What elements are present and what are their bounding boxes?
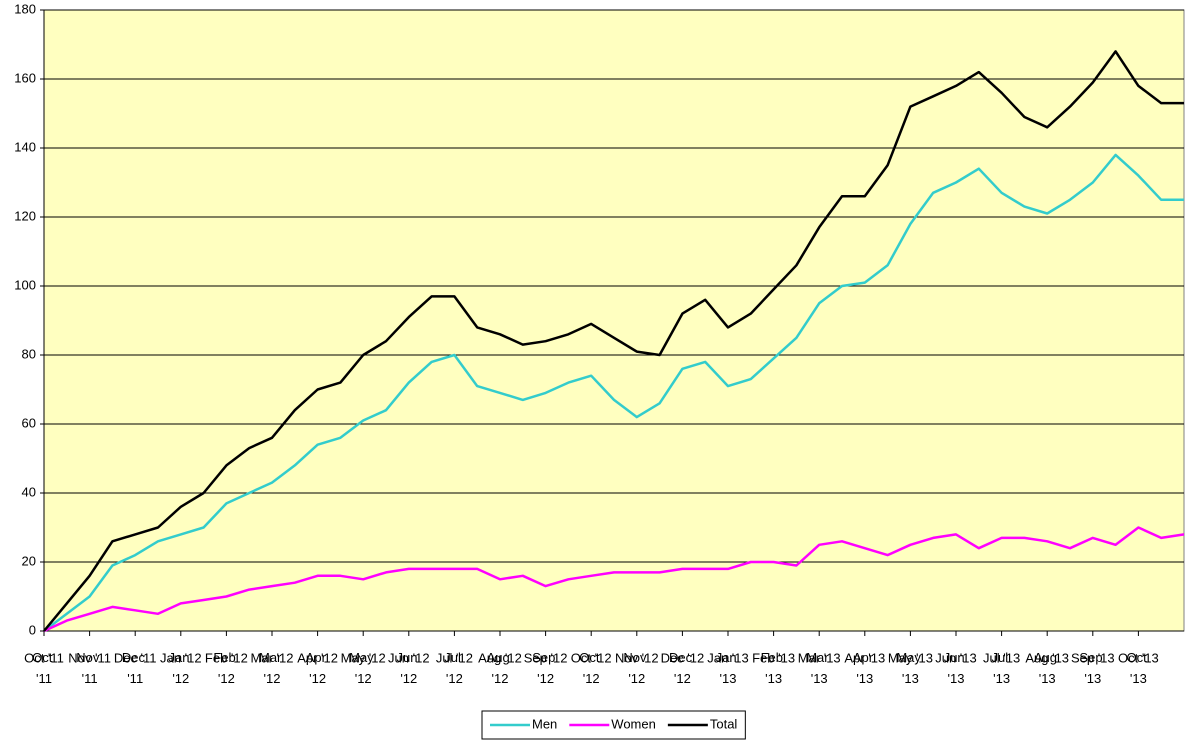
x-tick-label: May '13May '13 — [888, 650, 933, 686]
series-line — [43, 50, 1184, 632]
x-tick-label: Oct '13Oct '13 — [1118, 650, 1159, 686]
x-tick-label: Jan '12Jan '12 — [160, 650, 202, 686]
x-tick-label: Feb '13Feb '13 — [752, 650, 795, 686]
x-tick-label: Jun '13Jun '13 — [935, 650, 977, 686]
x-tick-label: Jan '13Jan '13 — [707, 650, 749, 686]
x-tick-label: Aug '12Aug '12 — [478, 650, 522, 686]
legend-label: Women — [611, 716, 656, 731]
legend-label: Men — [532, 716, 557, 731]
y-tick-label: 100 — [14, 277, 36, 292]
y-tick-label: 60 — [22, 415, 36, 430]
x-tick-label: Jun '12Jun '12 — [388, 650, 430, 686]
y-tick-label: 40 — [22, 484, 36, 499]
series-line — [43, 153, 1184, 632]
x-tick-label: Dec '11Dec '11 — [114, 650, 157, 686]
y-tick-label: 120 — [14, 208, 36, 223]
x-tick-label: Nov '12Nov '12 — [615, 650, 659, 686]
x-tick-label: Dec '12Dec '12 — [661, 650, 705, 686]
x-tick-label: Oct '11Oct '11 — [24, 650, 64, 686]
x-tick-label: Sep '12Sep '12 — [524, 650, 568, 686]
legend: Men Women Total — [481, 710, 746, 740]
y-tick-label: 180 — [14, 1, 36, 16]
x-tick-label: Oct '12Oct '12 — [571, 650, 612, 686]
y-tick-label: 80 — [22, 346, 36, 361]
series-line — [43, 526, 1185, 633]
x-tick-label: Mar '12Mar '12 — [251, 650, 294, 686]
x-tick-label: Mar '13Mar '13 — [798, 650, 841, 686]
x-tick-label: Jul '13Jul '13 — [983, 650, 1020, 686]
x-tick-label: Aug '13Aug '13 — [1025, 650, 1069, 686]
x-tick-label: May '12May '12 — [341, 650, 386, 686]
x-tick-label: Jul '12Jul '12 — [436, 650, 473, 686]
y-tick-label: 0 — [29, 622, 36, 637]
x-tick-label: Apr '12Apr '12 — [297, 650, 338, 686]
x-tick-label: Apr '13Apr '13 — [844, 650, 885, 686]
y-tick-label: 20 — [22, 553, 36, 568]
x-tick-label: Nov '11Nov '11 — [68, 650, 111, 686]
y-tick-label: 160 — [14, 70, 36, 85]
x-tick-label: Sep '13Sep '13 — [1071, 650, 1115, 686]
y-tick-label: 140 — [14, 139, 36, 154]
x-tick-label: Feb '12Feb '12 — [205, 650, 248, 686]
plot-area — [43, 9, 1185, 632]
legend-label: Total — [710, 716, 738, 731]
